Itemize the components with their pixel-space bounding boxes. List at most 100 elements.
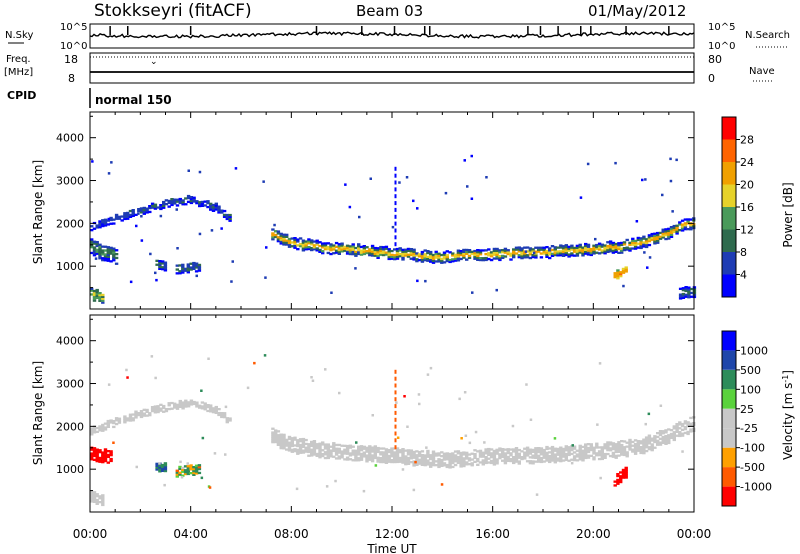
data-cell bbox=[690, 287, 694, 291]
data-cell bbox=[274, 440, 278, 444]
data-cell bbox=[228, 215, 232, 219]
data-cell bbox=[550, 451, 555, 454]
data-cell bbox=[631, 448, 635, 451]
data-cell bbox=[222, 412, 227, 415]
data-cell bbox=[575, 246, 580, 249]
data-cell bbox=[398, 247, 402, 250]
data-cell bbox=[608, 240, 613, 243]
data-cell bbox=[390, 459, 394, 462]
data-cell bbox=[633, 443, 638, 446]
data-cell bbox=[398, 451, 402, 454]
data-cell bbox=[195, 200, 199, 203]
data-cell bbox=[465, 457, 469, 460]
data-cell bbox=[481, 461, 485, 464]
data-cell bbox=[109, 218, 113, 222]
data-cell bbox=[194, 472, 199, 475]
data-cell bbox=[150, 206, 155, 209]
data-cell bbox=[181, 468, 185, 471]
data-cell bbox=[334, 443, 339, 447]
data-cell bbox=[481, 453, 485, 456]
data-cell bbox=[470, 464, 474, 467]
data-cell bbox=[531, 454, 535, 457]
data-cell bbox=[106, 455, 110, 458]
scatter-cell bbox=[635, 220, 639, 223]
data-cell bbox=[542, 252, 546, 255]
data-cell bbox=[92, 451, 97, 454]
data-cell bbox=[520, 247, 524, 250]
data-cell bbox=[387, 460, 391, 463]
scatter-cell bbox=[140, 239, 144, 242]
data-cell bbox=[415, 459, 419, 463]
data-cell bbox=[575, 459, 580, 462]
data-cell bbox=[473, 453, 477, 456]
y-tick-label: 4000 bbox=[56, 132, 84, 145]
data-cell bbox=[167, 407, 171, 411]
data-cell bbox=[639, 447, 643, 451]
data-cell bbox=[332, 455, 336, 458]
data-cell bbox=[103, 224, 108, 227]
data-cell bbox=[357, 457, 361, 460]
data-cell bbox=[572, 455, 577, 458]
data-cell bbox=[528, 456, 533, 459]
data-cell bbox=[329, 445, 333, 448]
data-cell bbox=[592, 252, 596, 255]
data-cell bbox=[661, 236, 665, 239]
data-cell bbox=[572, 246, 577, 250]
data-cell bbox=[600, 457, 604, 461]
data-cell bbox=[608, 447, 613, 450]
data-cell bbox=[564, 244, 568, 247]
data-cell bbox=[528, 450, 533, 453]
data-cell bbox=[539, 447, 544, 450]
data-cell bbox=[134, 213, 138, 216]
data-cell bbox=[631, 444, 635, 447]
data-cell bbox=[514, 452, 519, 456]
data-cell bbox=[517, 250, 521, 253]
x-tick-label: 00:00 bbox=[677, 527, 712, 541]
data-cell bbox=[357, 245, 361, 248]
data-cell bbox=[359, 251, 364, 254]
data-cell bbox=[556, 250, 560, 253]
scatter-cell bbox=[354, 267, 357, 270]
data-cell bbox=[639, 239, 643, 242]
data-cell bbox=[293, 240, 297, 244]
data-cell bbox=[404, 459, 408, 462]
data-cell bbox=[690, 295, 694, 298]
data-cell bbox=[175, 407, 180, 410]
data-cell bbox=[95, 456, 99, 459]
data-cell bbox=[681, 287, 686, 290]
data-cell bbox=[287, 245, 292, 248]
data-cell bbox=[95, 493, 99, 496]
data-cell bbox=[117, 419, 122, 422]
data-cell bbox=[173, 404, 177, 407]
data-cell bbox=[548, 456, 552, 460]
data-cell bbox=[644, 446, 649, 449]
data-cell bbox=[301, 249, 306, 252]
data-cell bbox=[92, 498, 97, 502]
data-cell bbox=[401, 248, 405, 251]
data-cell bbox=[95, 426, 99, 430]
data-cell bbox=[478, 249, 483, 252]
scatter-cell bbox=[234, 167, 238, 170]
data-cell bbox=[689, 228, 693, 231]
data-cell bbox=[620, 451, 624, 454]
data-cell bbox=[192, 469, 196, 473]
data-cell bbox=[395, 447, 400, 450]
data-cell bbox=[606, 241, 610, 244]
data-cell bbox=[323, 447, 328, 450]
data-cell bbox=[401, 254, 405, 257]
data-cell bbox=[220, 412, 224, 415]
data-cell bbox=[537, 460, 541, 463]
column-cell bbox=[394, 214, 397, 219]
data-cell bbox=[509, 448, 513, 451]
data-cell bbox=[109, 419, 113, 422]
data-cell bbox=[131, 209, 135, 212]
data-cell bbox=[175, 198, 180, 201]
data-cell bbox=[103, 452, 108, 455]
data-cell bbox=[178, 399, 182, 403]
data-cell bbox=[616, 269, 620, 272]
scatter-cell bbox=[464, 434, 468, 437]
data-cell bbox=[225, 417, 229, 420]
data-cell bbox=[137, 413, 141, 417]
data-cell bbox=[608, 449, 613, 452]
data-cell bbox=[343, 249, 347, 252]
